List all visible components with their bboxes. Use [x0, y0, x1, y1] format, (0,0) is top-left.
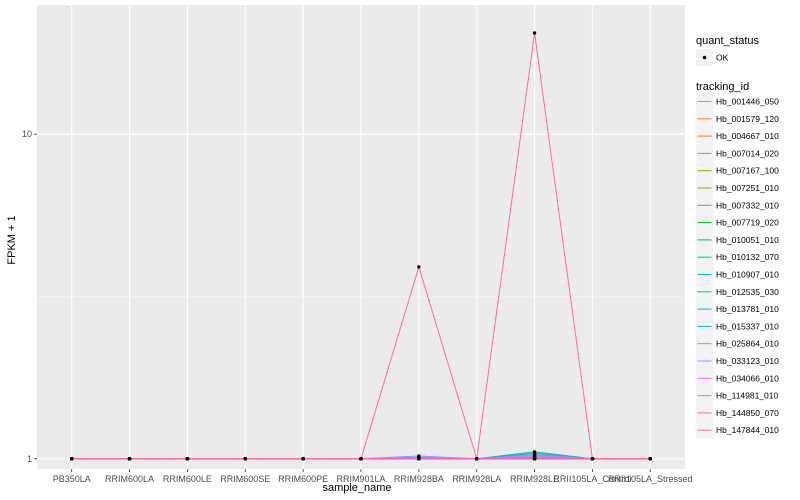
- y-axis-title: FPKM + 1: [6, 215, 18, 264]
- x-tick-label: PB350LA: [53, 474, 91, 484]
- y-axis-ticks: 1 10: [22, 129, 37, 464]
- data-point: [648, 457, 652, 461]
- x-axis-ticks: PB350LA RRIM600LA RRIM600LE RRIM600SE RRIM60…: [53, 469, 693, 484]
- legend-label: Hb_033123_010: [716, 356, 779, 366]
- legend-label: Hb_025864_010: [716, 339, 779, 349]
- legend-label: Hb_010132_070: [716, 252, 779, 262]
- x-tick-label: RRII105LA_Stressed: [608, 474, 693, 484]
- x-tick-label: RRIM600LE: [163, 474, 212, 484]
- legend-label: Hb_007014_020: [716, 148, 779, 158]
- tracking-id-legend-title: tracking_id: [696, 81, 749, 93]
- legend-label: Hb_007167_100: [716, 166, 779, 176]
- x-tick-label: RRIM600SE: [220, 474, 270, 484]
- x-tick-label: RRIM600LA: [105, 474, 154, 484]
- legend-label: Hb_144850_070: [716, 408, 779, 418]
- x-axis-title: sample_name: [322, 482, 391, 494]
- tracking-id-legend: tracking_id Hb_001446_050 Hb_001579_120 Hb…: [696, 81, 779, 439]
- data-point: [590, 457, 595, 461]
- y-tick-label: 10: [22, 129, 32, 139]
- legend-label: Hb_034066_010: [716, 373, 779, 383]
- legend-label: Hb_015337_010: [716, 321, 779, 331]
- data-point: [475, 457, 479, 461]
- data-point: [185, 457, 190, 461]
- data-point: [127, 457, 132, 461]
- data-point: [532, 457, 537, 461]
- legend-label: Hb_147844_010: [716, 425, 779, 435]
- x-tick-label: RRIM901LA: [336, 474, 385, 484]
- data-point: [417, 265, 421, 269]
- data-points: [70, 31, 652, 461]
- x-tick-label: RRIM600PE: [278, 474, 328, 484]
- major-gridlines: [37, 5, 685, 469]
- data-point: [301, 457, 305, 461]
- legend-label: OK: [716, 53, 729, 63]
- legend-point-key: [702, 55, 707, 60]
- legend-label: Hb_010907_010: [716, 270, 779, 280]
- x-tick-label: RRIM928LA: [452, 474, 501, 484]
- data-point: [359, 457, 363, 461]
- legend-label: Hb_004667_010: [716, 131, 779, 141]
- legend-label: Hb_114981_010: [716, 391, 779, 401]
- legend-label: Hb_012535_030: [716, 287, 779, 297]
- y-tick-label: 1: [27, 454, 32, 464]
- data-point: [532, 31, 537, 35]
- x-tick-label: RRIM928BA: [394, 474, 444, 484]
- x-tick-label: RRII105LA_Control: [553, 474, 631, 484]
- legend-label: Hb_001446_050: [716, 97, 779, 107]
- legend-label: Hb_001579_120: [716, 114, 779, 124]
- quant-status-legend: quant_status OK: [696, 35, 759, 66]
- legend-label: Hb_013781_010: [716, 304, 779, 314]
- legend-label: Hb_007719_020: [716, 218, 779, 228]
- legend-label: Hb_010051_010: [716, 235, 779, 245]
- data-point: [417, 457, 421, 461]
- x-tick-label: RRIM928LE: [510, 474, 559, 484]
- quant-status-legend-title: quant_status: [696, 35, 759, 47]
- data-point: [243, 457, 247, 461]
- data-point: [70, 457, 74, 461]
- legend-label: Hb_007332_010: [716, 200, 779, 210]
- legend-label: Hb_007251_010: [716, 183, 779, 193]
